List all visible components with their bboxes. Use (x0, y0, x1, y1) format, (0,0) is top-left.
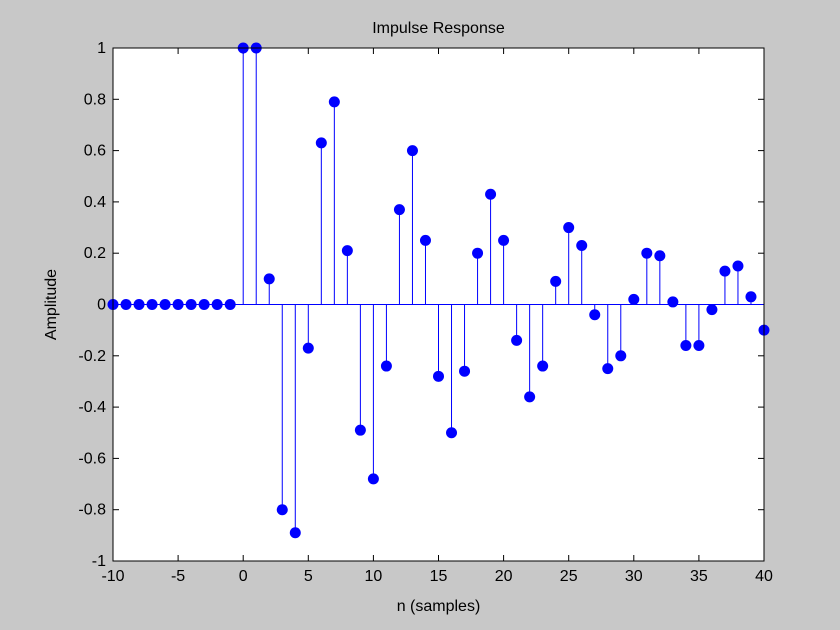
stem-marker (719, 265, 731, 277)
stem-marker (615, 350, 627, 362)
stem-marker (302, 342, 314, 354)
axes-frame (112, 47, 765, 562)
x-tick-label: -5 (171, 568, 185, 585)
stem-marker (354, 424, 366, 436)
x-tick-label: 30 (625, 568, 643, 585)
stem-marker (732, 260, 744, 272)
stem-marker (276, 504, 288, 516)
y-tick-label: -0.8 (78, 502, 106, 519)
y-tick-label: -0.4 (78, 399, 106, 416)
stem-marker (289, 527, 301, 539)
stem-marker (133, 299, 145, 310)
stem-marker (667, 296, 679, 308)
stem-marker (211, 299, 223, 310)
stem-marker (563, 222, 575, 234)
stem-marker (146, 299, 158, 310)
stem-marker (537, 360, 549, 372)
stem-marker (198, 299, 210, 310)
y-tick-label: -0.6 (78, 450, 106, 467)
y-tick-label: 0.4 (84, 194, 106, 211)
stem-marker (745, 291, 757, 303)
y-tick-label: -1 (92, 553, 106, 570)
stem-markers (107, 42, 770, 539)
x-tick-label: 15 (430, 568, 448, 585)
x-tick-label: 35 (690, 568, 708, 585)
y-axis-label: Amplitude (43, 269, 60, 340)
x-tick-label: 40 (755, 568, 773, 585)
x-tick-label: 20 (495, 568, 513, 585)
chart-title: Impulse Response (372, 20, 505, 37)
stem-marker (524, 391, 536, 403)
stem-marker (159, 299, 171, 310)
stem-marker (576, 240, 588, 252)
stem-marker (433, 370, 444, 382)
stem-marker (693, 340, 705, 352)
x-tick-label: -10 (101, 568, 124, 585)
stem-marker (367, 473, 379, 485)
stem-marker (406, 145, 418, 157)
stem-marker (419, 234, 431, 246)
y-tick-label: 1 (97, 40, 106, 57)
y-tick-label: 0.8 (84, 91, 106, 108)
stem-marker (654, 250, 666, 262)
y-tick-label: 0 (97, 297, 106, 314)
stem-marker (602, 363, 614, 375)
y-tick-label: 0.2 (84, 245, 106, 262)
stem-marker (628, 293, 640, 305)
x-tick-label: 5 (304, 568, 313, 585)
x-tick-label: 25 (560, 568, 578, 585)
stem-marker (641, 247, 653, 259)
stem-marker (263, 273, 275, 285)
stem-marker (498, 234, 510, 246)
stem-marker (341, 245, 353, 257)
stem-marker (459, 365, 471, 377)
stem-marker (446, 427, 458, 439)
x-axis-label: n (samples) (397, 598, 481, 615)
stem-marker (485, 188, 497, 200)
stem-marker (706, 304, 718, 316)
stem-marker (185, 299, 197, 310)
stem-marker (680, 340, 692, 352)
stem-marker (511, 334, 523, 346)
stem-marker (589, 309, 601, 321)
stem-marker (550, 275, 562, 287)
stem-marker (172, 299, 184, 310)
stem-marker (120, 299, 132, 310)
y-tick-label: 0.6 (84, 143, 106, 160)
stem-marker (224, 299, 236, 310)
y-tick-label: -0.2 (78, 348, 106, 365)
x-tick-label: 10 (365, 568, 383, 585)
stem-marker (472, 247, 484, 259)
stem-marker (315, 137, 327, 149)
tick-labels: -10 -5 0 5 10 15 20 25 30 35 40-1-0.8-0.6-0.4-0.20… (78, 40, 773, 585)
stem-marker (328, 96, 340, 108)
x-tick-label: 0 (239, 568, 248, 585)
stem-marker (393, 204, 405, 216)
stem-marker (380, 360, 392, 372)
